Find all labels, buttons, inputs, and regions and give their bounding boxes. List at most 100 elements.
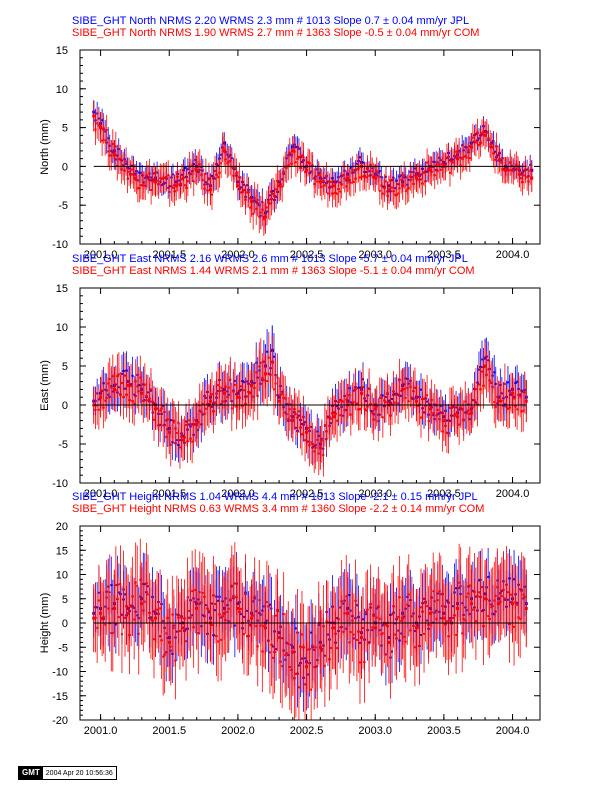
- data-point: [320, 185, 323, 188]
- data-point: [524, 606, 528, 610]
- data-point: [162, 176, 165, 179]
- data-point: [453, 414, 456, 417]
- data-point: [477, 383, 480, 386]
- y-tick-label: 15: [56, 283, 68, 295]
- panel-height: SIBE_GHT Height NRMS 1.04 WRMS 4.4 mm # …: [39, 491, 541, 737]
- data-point: [445, 620, 448, 623]
- data-point: [117, 373, 120, 376]
- data-point: [167, 430, 171, 434]
- data-point: [489, 143, 492, 146]
- data-point: [172, 627, 175, 630]
- data-point: [406, 387, 409, 390]
- data-point: [372, 418, 375, 421]
- data-point: [377, 175, 380, 178]
- data-point: [438, 418, 441, 421]
- data-point: [120, 168, 123, 171]
- data-point: [307, 427, 310, 430]
- data-point: [220, 638, 223, 641]
- data-point: [253, 196, 256, 199]
- gmt-logo: GMT: [19, 767, 43, 779]
- data-point: [487, 368, 490, 371]
- data-point: [258, 365, 261, 368]
- data-point: [407, 593, 410, 596]
- data-point: [111, 143, 114, 146]
- data-point: [436, 599, 439, 602]
- data-point: [284, 654, 287, 657]
- data-point: [133, 618, 136, 621]
- data-point: [444, 623, 447, 626]
- data-point: [308, 444, 311, 447]
- x-tick-label: 2001.5: [152, 725, 186, 737]
- data-point: [326, 192, 329, 195]
- data-point: [426, 605, 429, 608]
- data-point: [339, 626, 342, 629]
- data-point: [255, 371, 258, 374]
- data-point: [403, 388, 406, 391]
- data-point: [246, 191, 249, 194]
- data-point: [349, 413, 352, 416]
- data-point: [149, 618, 152, 621]
- data-point: [397, 616, 400, 619]
- header-line-east-1: SIBE_GHT East NRMS 1.44 WRMS 2.1 mm # 13…: [72, 265, 475, 277]
- data-point: [371, 626, 374, 629]
- y-tick-label: 20: [56, 521, 68, 533]
- header-line-height-1: SIBE_GHT Height NRMS 0.63 WRMS 3.4 mm # …: [72, 503, 484, 515]
- data-point: [491, 386, 494, 389]
- data-point: [510, 392, 513, 395]
- data-point: [307, 648, 310, 651]
- data-point: [195, 423, 199, 426]
- data-point: [439, 168, 442, 171]
- data-point: [142, 609, 145, 612]
- data-point: [332, 415, 336, 419]
- data-point: [154, 407, 158, 411]
- data-point: [404, 396, 407, 399]
- data-point: [136, 584, 139, 587]
- data-point: [432, 166, 435, 169]
- data-point: [157, 612, 160, 615]
- data-point: [328, 658, 331, 661]
- data-point: [524, 399, 528, 403]
- data-point: [194, 418, 197, 421]
- data-point: [352, 401, 355, 404]
- data-point: [433, 174, 436, 177]
- data-point: [346, 611, 350, 615]
- data-point: [320, 649, 323, 652]
- data-point: [206, 607, 209, 610]
- data-point: [421, 610, 424, 613]
- data-point: [467, 409, 470, 412]
- data-point: [152, 638, 155, 641]
- data-point: [403, 635, 406, 638]
- data-point: [105, 396, 108, 399]
- data-point: [269, 373, 272, 376]
- data-point: [414, 399, 418, 403]
- y-tick-label: -10: [52, 478, 68, 490]
- data-point: [125, 393, 128, 396]
- data-point: [284, 397, 287, 400]
- y-axis-label: Height (mm): [39, 593, 51, 654]
- data-point: [476, 595, 479, 598]
- data-point: [120, 382, 123, 385]
- data-point: [212, 176, 215, 179]
- data-point: [203, 187, 206, 190]
- data-point: [159, 177, 162, 180]
- data-point: [215, 173, 218, 176]
- data-point: [252, 395, 255, 398]
- data-point: [259, 211, 262, 214]
- data-point: [215, 392, 218, 395]
- data-point: [384, 623, 387, 626]
- data-point: [398, 378, 401, 381]
- data-point: [277, 184, 281, 188]
- data-point: [126, 611, 130, 615]
- data-point: [96, 122, 99, 125]
- y-axis-label: East (mm): [39, 360, 51, 411]
- data-point: [262, 625, 265, 628]
- data-point: [412, 182, 415, 185]
- data-point: [373, 407, 377, 411]
- data-point: [372, 615, 375, 618]
- data-point: [450, 406, 453, 409]
- data-point: [481, 370, 484, 373]
- data-point: [308, 162, 311, 165]
- data-point: [256, 198, 259, 201]
- data-point: [461, 632, 464, 635]
- data-point: [506, 168, 509, 171]
